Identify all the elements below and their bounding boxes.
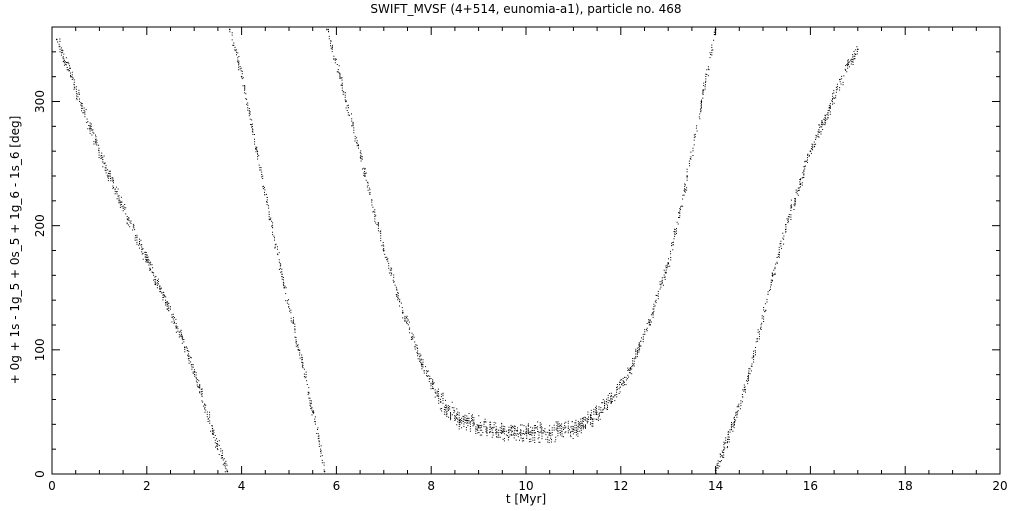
series-dots [328,28,716,444]
x-tick-label: 12 [613,479,628,493]
data-point [127,218,129,221]
x-tick-label: 2 [143,479,151,493]
data-point [345,100,347,103]
y-tick-labels: 0 100 200 300 [33,90,47,478]
data-point [70,75,72,78]
data-point [89,128,91,130]
y-tick-label: 100 [33,338,47,361]
x-tick-label: 4 [238,479,246,493]
x-tick-label: 6 [333,479,341,493]
x-tick-label: 0 [48,479,56,493]
plot-frame [51,26,1001,475]
chart-title: SWIFT_MVSF (4+514, eunomia-a1), particle… [370,2,681,16]
data-point [847,63,850,66]
data-point [610,401,613,403]
data-point [383,249,385,252]
data-point [700,100,703,103]
data-point [326,28,328,31]
data-point [439,401,442,403]
data-point [752,355,755,357]
data-series [714,46,859,474]
data-point [401,311,404,314]
data-point [226,470,229,473]
data-point [828,106,831,109]
x-tick-label: 20 [992,479,1007,493]
data-point [548,432,551,434]
data-point [108,175,110,177]
data-point [420,363,423,366]
data-point [55,38,58,41]
series-dots [57,38,228,473]
data-points [55,26,859,474]
y-tick-label: 0 [33,470,47,478]
data-point [771,274,774,277]
data-point [714,469,717,472]
data-point [525,432,527,434]
series-dots [229,26,325,471]
data-point [323,470,326,473]
data-point [364,175,366,177]
data-point [146,259,148,262]
x-tick-label: 16 [803,479,818,493]
data-point [269,218,271,221]
data-point [255,147,257,150]
axis-ticks [51,26,1001,475]
x-tick-labels: 0 2 4 6 8 10 12 14 16 18 20 [48,479,1007,493]
data-series [55,38,229,473]
y-tick-label: 300 [33,90,47,113]
data-point [648,321,651,324]
data-point [714,28,717,31]
y-tick-label: 200 [33,214,47,237]
data-point [733,421,736,423]
x-tick-label: 10 [518,479,533,493]
data-point [311,411,314,413]
data-point [477,426,480,428]
data-point [809,150,812,152]
data-point [667,262,669,264]
data-point [228,28,231,31]
data-point [572,428,575,431]
data-point [591,418,594,421]
data-series [326,28,717,444]
series-dots [715,46,858,474]
data-point [686,175,688,177]
data-point [458,419,461,422]
x-tick-label: 8 [427,479,435,493]
data-point [297,349,300,351]
data-point [164,301,167,304]
data-point [240,75,243,78]
x-axis-label: t [Myr] [506,492,546,506]
data-point [183,346,186,349]
data-point [790,206,793,208]
y-axis-label: + 0g + 1s - 1g_5 + 0s_5 + 1g_6 - 1s_6 [d… [8,116,22,385]
data-point [212,433,214,436]
x-tick-label: 14 [708,479,723,493]
data-point [198,386,200,388]
x-tick-label: 18 [898,479,913,493]
data-series [228,26,326,473]
data-point [501,430,504,433]
data-point [857,48,859,51]
data-point [283,286,286,289]
data-point [629,367,632,370]
